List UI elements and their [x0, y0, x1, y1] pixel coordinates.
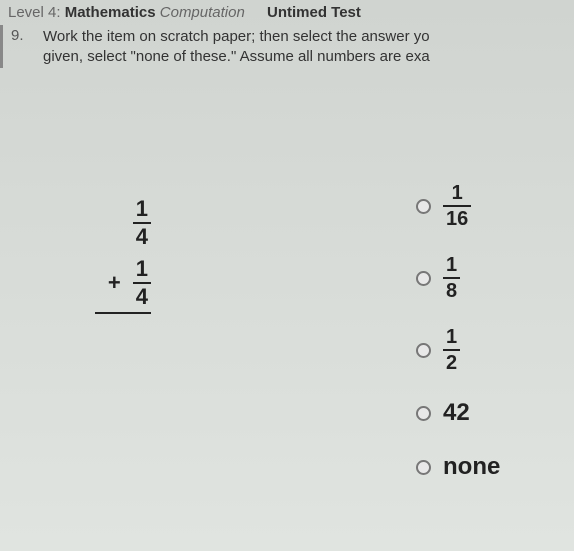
fraction-2-den: 4	[133, 284, 151, 308]
answer-a-den: 16	[443, 207, 471, 229]
fraction-1-num: 1	[133, 198, 151, 224]
topic-label: Computation	[160, 4, 245, 21]
level-label: Level 4:	[8, 4, 61, 21]
answer-d-text: 42	[443, 399, 470, 427]
answer-c-den: 2	[443, 351, 460, 373]
subject-label: Mathematics	[65, 4, 156, 21]
radio-icon	[416, 406, 431, 421]
question-block: 9. Work the item on scratch paper; then …	[0, 25, 574, 68]
question-number: 9.	[11, 27, 43, 66]
answer-choices: 1 16 1 8 1 2 42 none	[416, 183, 546, 507]
sum-line	[95, 312, 151, 314]
plus-operator: +	[108, 270, 121, 296]
answer-option-a[interactable]: 1 16	[416, 183, 546, 229]
answer-option-d[interactable]: 42	[416, 399, 546, 427]
answer-option-b[interactable]: 1 8	[416, 255, 546, 301]
fraction-1-den: 4	[133, 224, 151, 248]
answer-option-e[interactable]: none	[416, 453, 546, 481]
answer-e-text: none	[443, 453, 500, 481]
answer-b-fraction: 1 8	[443, 255, 460, 301]
answer-b-den: 8	[443, 279, 460, 301]
content-area: 1 4 + 1 4 1 16 1 8	[0, 68, 574, 548]
question-line-1: Work the item on scratch paper; then sel…	[43, 28, 430, 45]
question-text: Work the item on scratch paper; then sel…	[43, 27, 566, 66]
answer-b-num: 1	[443, 255, 460, 279]
radio-icon	[416, 271, 431, 286]
radio-icon	[416, 343, 431, 358]
test-type-label: Untimed Test	[267, 4, 361, 21]
radio-icon	[416, 199, 431, 214]
answer-a-num: 1	[443, 183, 471, 207]
fraction-1: 1 4	[133, 198, 151, 248]
radio-icon	[416, 460, 431, 475]
answer-a-fraction: 1 16	[443, 183, 471, 229]
addend-1: 1 4	[95, 198, 151, 248]
fraction-2-num: 1	[133, 258, 151, 284]
fraction-2: 1 4	[133, 258, 151, 308]
math-problem: 1 4 + 1 4	[95, 198, 151, 314]
answer-c-num: 1	[443, 327, 460, 351]
question-line-2: given, select "none of these." Assume al…	[43, 48, 430, 65]
answer-option-c[interactable]: 1 2	[416, 327, 546, 373]
test-header: Level 4: Mathematics Computation Untimed…	[0, 0, 574, 25]
answer-c-fraction: 1 2	[443, 327, 460, 373]
addend-2: + 1 4	[95, 258, 151, 308]
